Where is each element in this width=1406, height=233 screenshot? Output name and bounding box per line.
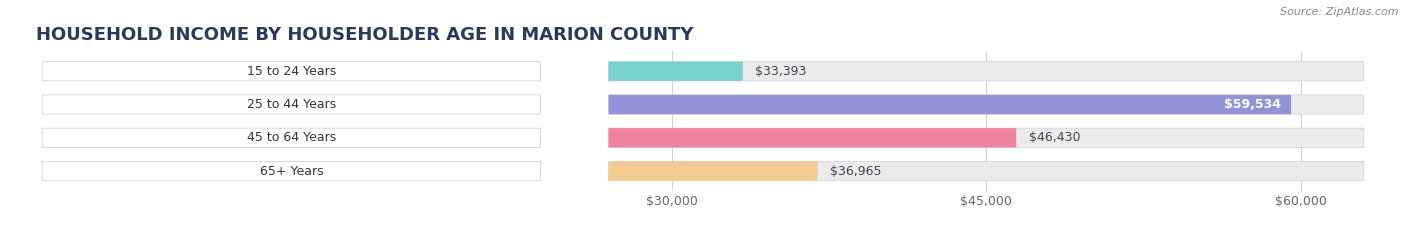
FancyBboxPatch shape [609, 161, 1364, 181]
Text: $33,393: $33,393 [755, 65, 807, 78]
FancyBboxPatch shape [42, 62, 541, 81]
Text: Source: ZipAtlas.com: Source: ZipAtlas.com [1281, 7, 1399, 17]
FancyBboxPatch shape [609, 95, 1291, 114]
Text: $36,965: $36,965 [830, 164, 882, 178]
FancyBboxPatch shape [609, 128, 1017, 147]
Text: 15 to 24 Years: 15 to 24 Years [247, 65, 336, 78]
FancyBboxPatch shape [609, 95, 1364, 114]
Text: $59,534: $59,534 [1223, 98, 1281, 111]
FancyBboxPatch shape [42, 95, 541, 114]
FancyBboxPatch shape [609, 62, 742, 81]
FancyBboxPatch shape [609, 128, 1364, 147]
Text: HOUSEHOLD INCOME BY HOUSEHOLDER AGE IN MARION COUNTY: HOUSEHOLD INCOME BY HOUSEHOLDER AGE IN M… [35, 26, 693, 44]
FancyBboxPatch shape [609, 161, 818, 181]
Text: 65+ Years: 65+ Years [260, 164, 323, 178]
Text: 45 to 64 Years: 45 to 64 Years [247, 131, 336, 144]
Text: 25 to 44 Years: 25 to 44 Years [247, 98, 336, 111]
Text: $46,430: $46,430 [1029, 131, 1080, 144]
FancyBboxPatch shape [42, 128, 541, 147]
FancyBboxPatch shape [42, 161, 541, 181]
FancyBboxPatch shape [609, 62, 1364, 81]
